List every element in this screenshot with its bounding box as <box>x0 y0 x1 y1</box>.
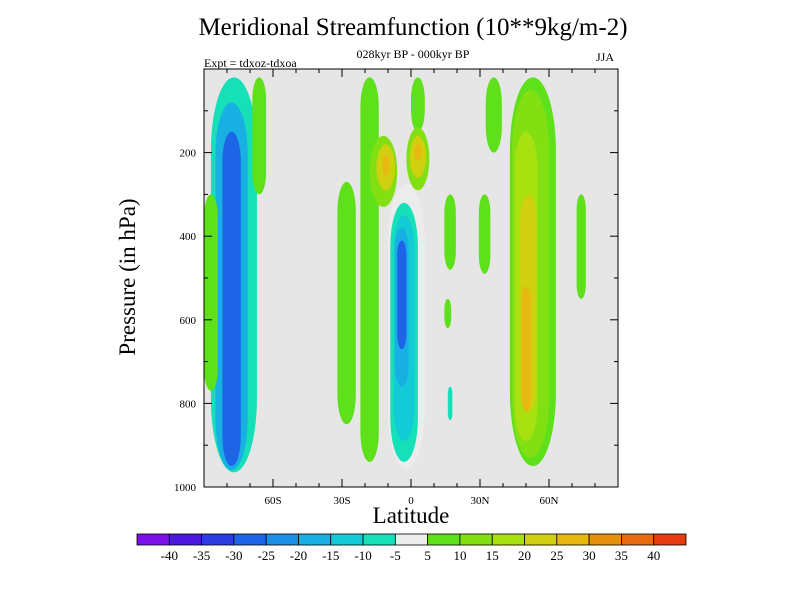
colorbar-tick-label: -40 <box>161 548 178 563</box>
colorbar-tick-label: -30 <box>225 548 242 563</box>
colorbar-swatch <box>621 533 655 546</box>
colorbar-swatch <box>136 533 170 546</box>
x-tick-label: 0 <box>408 495 414 507</box>
contour-region <box>447 386 453 421</box>
y-tick-label: 1000 <box>174 482 197 494</box>
colorbar-swatch <box>556 533 590 546</box>
colorbar-tick-label: 15 <box>486 548 499 563</box>
chart-subtitle: 028kyr BP - 000kyr BP <box>356 47 470 61</box>
contour-region <box>521 286 531 412</box>
contour-region <box>478 194 491 274</box>
colorbar-tick-label: -35 <box>193 548 210 563</box>
contour-region <box>337 181 356 425</box>
y-tick-label: 800 <box>180 398 197 410</box>
colorbar-tick-label: 5 <box>424 548 431 563</box>
x-tick-label: 60S <box>264 495 281 507</box>
season-label: JJA <box>596 50 615 64</box>
colorbar-swatch <box>491 533 525 546</box>
contour-region <box>444 298 452 329</box>
contour-region <box>411 77 425 132</box>
contour-region <box>360 77 379 462</box>
colorbar: -40 -35 -30 -25 -20 -15 -10 -5 5 10 15 20 25 30 35 40 <box>136 533 687 563</box>
colorbar-tick-label: -15 <box>322 548 339 563</box>
colorbar-swatch <box>265 533 299 546</box>
colorbar-swatch <box>298 533 332 546</box>
contour-region <box>397 240 407 350</box>
colorbar-swatch <box>459 533 493 546</box>
colorbar-swatch <box>168 533 202 546</box>
y-tick-label: 400 <box>180 231 197 243</box>
chart-title: Meridional Streamfunction (10**9kg/m-2) <box>198 14 628 41</box>
x-tick-label: 30S <box>333 495 350 507</box>
colorbar-tick-label: -20 <box>290 548 307 563</box>
contour-region <box>252 77 267 195</box>
contour-fields <box>204 77 586 473</box>
contour-region <box>382 154 390 176</box>
colorbar-tick-label: -10 <box>354 548 371 563</box>
colorbar-swatch <box>394 533 429 546</box>
colorbar-tick-label: 30 <box>583 548 596 563</box>
contour-region <box>204 194 218 391</box>
x-tick-label: 60N <box>540 495 559 507</box>
y-tick-label: 200 <box>180 148 197 160</box>
x-tick-label: 30N <box>471 495 490 507</box>
contour-region <box>414 144 422 161</box>
colorbar-swatch <box>427 533 461 546</box>
experiment-label: Expt = tdxoz-tdxoa <box>204 56 297 70</box>
colorbar-tick-label: 35 <box>615 548 628 563</box>
colorbar-tick-label: 25 <box>550 548 563 563</box>
contour-region <box>444 194 456 270</box>
colorbar-swatch <box>362 533 396 546</box>
colorbar-tick-label: 10 <box>453 548 466 563</box>
colorbar-swatch <box>233 533 267 546</box>
colorbar-swatch <box>330 533 364 546</box>
contour-region <box>222 131 241 467</box>
contour-region <box>576 194 586 299</box>
colorbar-swatch <box>201 533 235 546</box>
contour-region <box>485 77 502 153</box>
colorbar-swatch <box>653 533 687 546</box>
colorbar-swatch <box>524 533 558 546</box>
y-tick-label: 600 <box>180 315 197 327</box>
axes: 60S 30S 0 30N 60N 200 400 600 800 1000 <box>174 69 618 507</box>
colorbar-tick-label: 40 <box>647 548 660 563</box>
colorbar-swatch <box>588 533 622 546</box>
colorbar-tick-label: -25 <box>258 548 275 563</box>
colorbar-tick-label: -5 <box>390 548 401 563</box>
colorbar-tick-label: 20 <box>518 548 531 563</box>
x-axis-label: Latitude <box>372 503 450 528</box>
